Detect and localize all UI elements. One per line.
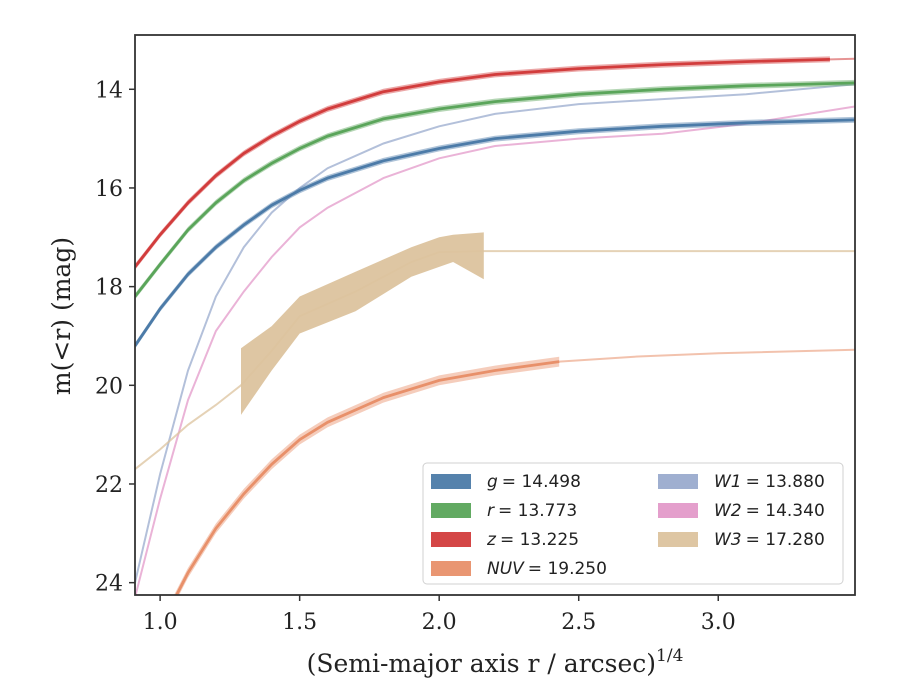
legend-label-6: W3 = 17.280 [714,530,825,550]
legend-swatch-0 [431,474,471,489]
y-tick-label: 22 [95,473,123,498]
legend-swatch-1 [431,503,471,518]
legend-swatch-3 [431,561,471,576]
axis-ticks: 1.0 1.5 2.0 2.5 3.0 14 16 18 20 22 24 [95,78,736,635]
series-model-curve-0 [135,118,855,347]
legend: g = 14.498 r = 13.773 z = 13.225 NUV = 19.250 W1… [422,462,844,585]
legend-label-1: r = 13.773 [487,501,577,521]
legend-label-4: W1 = 13.880 [714,472,825,492]
series-observed-curve-5 [135,105,855,595]
y-tick-label: 16 [95,177,123,202]
x-axis-label-exponent: 1/4 [656,646,683,666]
y-tick-label: 24 [95,572,123,597]
legend-label-5: W2 = 14.340 [714,501,825,521]
plot-area [135,56,855,595]
y-tick-label: 20 [95,374,123,399]
y-tick-label: 14 [95,78,123,103]
legend-label-2: z = 13.225 [486,530,579,550]
series-model-curve-1 [135,81,855,298]
x-tick-label: 1.0 [143,610,178,635]
plot-frame [134,34,856,596]
legend-label-3: NUV = 19.250 [487,559,607,579]
legend-swatch-6 [658,532,698,547]
legend-label-0: g = 14.498 [487,472,581,492]
series-model-curve-2 [135,58,830,268]
x-tick-label: 2.5 [561,610,596,635]
legend-swatch-5 [658,503,698,518]
x-tick-label: 1.5 [282,610,317,635]
y-axis-label: m(<r) (mag) [47,237,76,395]
series-observed-curve-4 [135,83,855,583]
legend-swatch-4 [658,474,698,489]
series-model-curve-3 [175,360,560,595]
series-band-6 [241,232,484,415]
legend-swatch-2 [431,532,471,547]
x-tick-label: 3.0 [701,610,736,635]
x-tick-label: 2.0 [422,610,457,635]
y-tick-label: 18 [95,276,123,301]
x-axis-label: (Semi-major axis r / arcsec)1/4 [307,646,684,678]
legend-box [422,462,844,585]
